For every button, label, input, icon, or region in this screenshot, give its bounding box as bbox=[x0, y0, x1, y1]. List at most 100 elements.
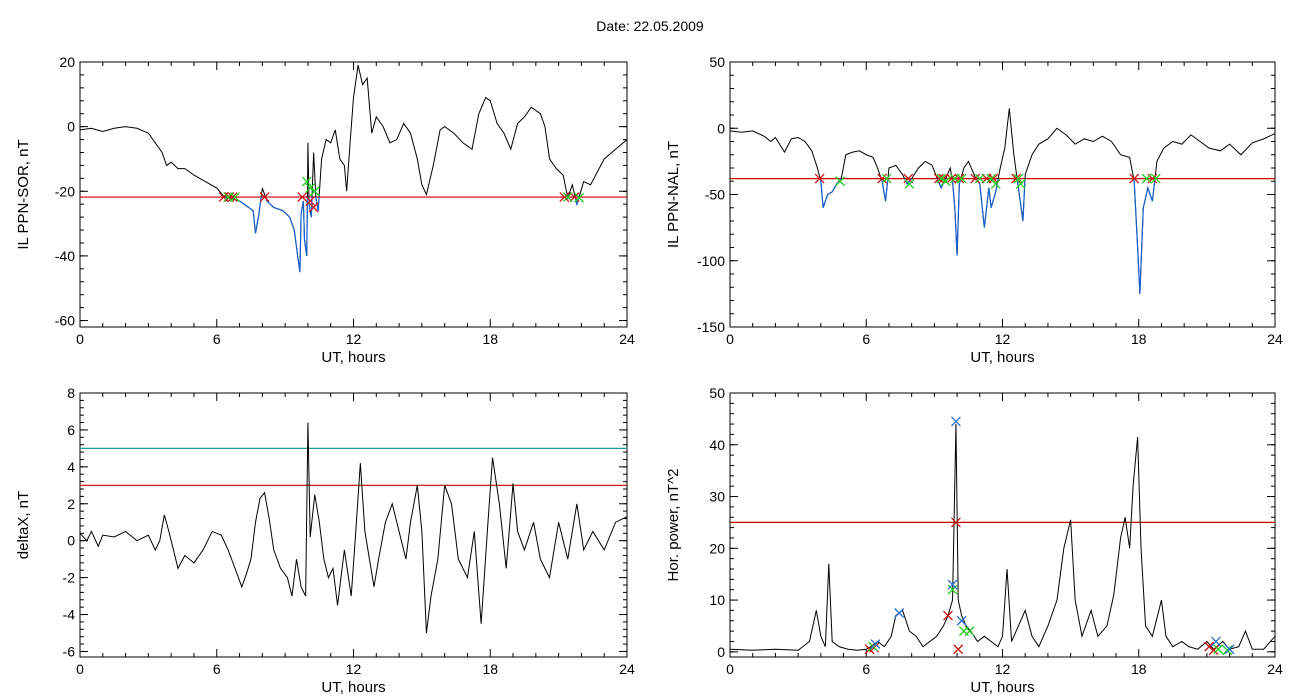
x-tick-label: 6 bbox=[862, 331, 870, 347]
x-axis-label: UT, hours bbox=[321, 349, 385, 366]
y-tick-label: 30 bbox=[709, 489, 725, 505]
chart-panel-1: 0 6 12 18 24 20 0 -20 -40 -60 UT, hours IL PPN-SOR,… bbox=[15, 54, 635, 366]
marker-green bbox=[305, 183, 316, 193]
marker-red bbox=[946, 173, 957, 184]
marker-blue bbox=[1224, 644, 1235, 655]
marker-red bbox=[305, 196, 316, 206]
marker-blue bbox=[950, 416, 961, 427]
marker-red bbox=[308, 202, 319, 213]
marker-green bbox=[964, 626, 975, 637]
y-tick-label: -20 bbox=[55, 183, 75, 199]
y-axis-label: IL PPN-SOR, nT bbox=[15, 139, 32, 249]
marker-green bbox=[309, 186, 320, 197]
series-line-below-threshold bbox=[819, 178, 1156, 294]
x-tick-label: 24 bbox=[619, 661, 635, 677]
y-tick-label: 50 bbox=[709, 54, 725, 70]
marker-red bbox=[954, 173, 965, 184]
marker-red bbox=[953, 644, 964, 655]
plot-frame bbox=[729, 61, 1276, 328]
page-title: Date: 22.05.2009 bbox=[596, 18, 704, 34]
plot-area bbox=[80, 65, 627, 273]
marker-green bbox=[936, 173, 947, 184]
marker-red bbox=[559, 192, 570, 203]
y-tick-label: 0 bbox=[717, 644, 725, 660]
y-tick-label: -50 bbox=[705, 187, 725, 203]
marker-blue bbox=[947, 579, 958, 590]
y-tick-label: -40 bbox=[55, 248, 75, 264]
marker-red bbox=[814, 173, 825, 184]
marker-red bbox=[297, 192, 308, 203]
x-tick-label: 18 bbox=[1131, 661, 1147, 677]
plot-frame bbox=[729, 392, 1276, 658]
y-tick-label: -100 bbox=[697, 253, 725, 269]
marker-green bbox=[904, 178, 915, 189]
x-tick-label: 0 bbox=[726, 331, 734, 347]
chart-panel-2: 0 6 12 18 24 50 0 -50 -100 -150 UT, hours IL PPN-NA… bbox=[665, 54, 1283, 366]
marker-red bbox=[943, 610, 953, 621]
marker-red bbox=[227, 192, 238, 203]
y-tick-label: 20 bbox=[709, 540, 725, 556]
plot-area bbox=[730, 108, 1275, 294]
marker-green bbox=[956, 173, 967, 184]
y-tick-label: 10 bbox=[709, 592, 725, 608]
x-tick-label: 12 bbox=[995, 661, 1011, 677]
x-tick-label: 0 bbox=[76, 331, 84, 347]
y-tick-label: -4 bbox=[63, 607, 76, 623]
marker-green bbox=[881, 173, 892, 184]
series-line bbox=[730, 424, 1275, 651]
chart-panel-3: 0 6 12 18 24 8 6 4 2 0 -2 -4 -6 UT, hours deltaX, nT bbox=[15, 385, 635, 696]
y-tick-label: -6 bbox=[63, 643, 76, 659]
marker-blue bbox=[870, 639, 881, 650]
x-tick-label: 6 bbox=[213, 661, 221, 677]
x-tick-label: 12 bbox=[346, 331, 362, 347]
plot-area bbox=[80, 422, 627, 634]
x-tick-label: 0 bbox=[76, 661, 84, 677]
plot-area bbox=[730, 424, 1275, 651]
x-tick-label: 18 bbox=[482, 661, 498, 677]
x-tick-label: 18 bbox=[482, 331, 498, 347]
series-line bbox=[730, 108, 1275, 294]
x-axis-label: UT, hours bbox=[970, 349, 1034, 366]
marker-red bbox=[970, 173, 981, 184]
y-tick-label: -60 bbox=[55, 313, 75, 329]
y-tick-label: 8 bbox=[67, 385, 75, 401]
marker-green bbox=[301, 176, 312, 187]
x-tick-label: 0 bbox=[726, 661, 734, 677]
y-tick-label: 2 bbox=[67, 496, 75, 512]
marker-red bbox=[988, 173, 999, 184]
x-tick-label: 6 bbox=[213, 331, 221, 347]
marker-green bbox=[1150, 173, 1161, 184]
y-tick-label: -150 bbox=[697, 319, 725, 335]
y-axis-label: IL PPN-NAL, nT bbox=[665, 141, 682, 248]
y-tick-label: 50 bbox=[709, 385, 725, 401]
marker-red bbox=[950, 517, 961, 528]
marker-blue bbox=[956, 615, 967, 626]
y-tick-label: 20 bbox=[59, 54, 75, 70]
y-axis-label: deltaX, nT bbox=[15, 491, 32, 559]
y-tick-label: 0 bbox=[67, 533, 75, 549]
chart-panel-4: 0 6 12 18 24 50 40 30 20 10 0 UT, hours Hor. power, … bbox=[665, 385, 1283, 696]
x-axis-label: UT, hours bbox=[970, 679, 1034, 696]
marker-green bbox=[574, 192, 585, 203]
y-tick-label: 4 bbox=[67, 459, 75, 475]
marker-green bbox=[1213, 644, 1224, 655]
marker-red bbox=[933, 173, 944, 184]
marker-blue bbox=[1211, 636, 1221, 647]
marker-green bbox=[1015, 178, 1026, 189]
x-axis-label: UT, hours bbox=[321, 679, 385, 696]
x-tick-label: 18 bbox=[1131, 331, 1147, 347]
y-tick-label: -2 bbox=[63, 570, 76, 586]
x-tick-label: 12 bbox=[346, 661, 362, 677]
marker-green bbox=[1013, 173, 1024, 184]
marker-red bbox=[877, 173, 888, 184]
x-tick-label: 12 bbox=[995, 331, 1011, 347]
y-tick-label: 0 bbox=[717, 120, 725, 136]
marker-green bbox=[974, 173, 985, 184]
marker-green bbox=[940, 176, 951, 187]
y-tick-label: 0 bbox=[67, 119, 75, 135]
x-tick-label: 24 bbox=[1267, 661, 1283, 677]
marker-green bbox=[230, 192, 240, 203]
marker-green bbox=[562, 192, 573, 203]
y-tick-label: 6 bbox=[67, 422, 75, 438]
